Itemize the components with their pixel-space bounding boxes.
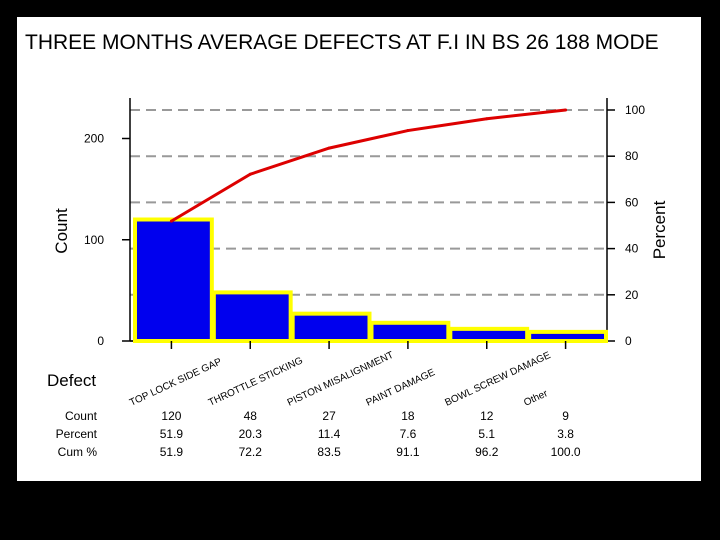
table-cell: 48 — [244, 409, 258, 423]
percent-tick-label: 0 — [625, 334, 632, 348]
table-cell: 51.9 — [160, 445, 184, 459]
category-label: PAINT DAMAGE — [365, 367, 438, 409]
bar-6 — [527, 329, 609, 344]
table-cell: 18 — [401, 409, 415, 423]
table-cell: 12 — [480, 409, 494, 423]
table-cell: 3.8 — [557, 427, 574, 441]
table-row-label: Cum % — [58, 445, 98, 459]
count-tick-label: 100 — [84, 233, 104, 247]
black-border-frame: THREE MONTHS AVERAGE DEFECTS AT F.I IN B… — [10, 10, 708, 488]
cumulative-point-4 — [406, 129, 410, 133]
percent-tick-label: 40 — [625, 242, 639, 256]
count-tick-label: 200 — [84, 132, 104, 146]
table-cell: 91.1 — [396, 445, 420, 459]
percent-tick-label: 100 — [625, 103, 645, 117]
cumulative-point-3 — [327, 146, 331, 150]
y-axis-right-label: Percent — [650, 200, 669, 259]
table-cell: 96.2 — [475, 445, 499, 459]
table-cell: 7.6 — [400, 427, 417, 441]
table-cell: 11.4 — [318, 427, 341, 441]
table-cell: 20.3 — [239, 427, 263, 441]
y-axis-left-label: Count — [52, 208, 71, 254]
bar-1 — [133, 217, 214, 343]
chart-panel: THREE MONTHS AVERAGE DEFECTS AT F.I IN B… — [17, 17, 701, 481]
table-row-label: Count — [65, 409, 98, 423]
count-tick-label: 0 — [97, 334, 104, 348]
bar-5 — [448, 326, 530, 344]
bar-2 — [211, 290, 293, 343]
table-cell: 83.5 — [317, 445, 341, 459]
table-row-label: Percent — [56, 427, 98, 441]
cumulative-point-2 — [248, 172, 252, 176]
cumulative-point-1 — [169, 219, 173, 223]
cumulative-point-5 — [485, 117, 489, 121]
table-cell: 5.1 — [478, 427, 495, 441]
bar-3 — [290, 311, 372, 344]
table-cell: 100.0 — [551, 445, 581, 459]
bar-4 — [369, 320, 451, 343]
table-cell: 27 — [322, 409, 336, 423]
category-label: Other — [522, 388, 550, 409]
percent-tick-label: 60 — [625, 195, 639, 209]
table-cell: 51.9 — [160, 427, 184, 441]
table-cell: 72.2 — [239, 445, 263, 459]
chart-title: THREE MONTHS AVERAGE DEFECTS AT F.I IN B… — [25, 31, 659, 54]
percent-tick-label: 20 — [625, 288, 639, 302]
cumulative-line — [170, 108, 566, 223]
percent-tick-label: 80 — [625, 149, 639, 163]
cumulative-point-6 — [564, 108, 568, 112]
table-cell: 120 — [161, 409, 181, 423]
table-cell: 9 — [562, 409, 569, 423]
x-axis-label: Defect — [47, 371, 96, 390]
